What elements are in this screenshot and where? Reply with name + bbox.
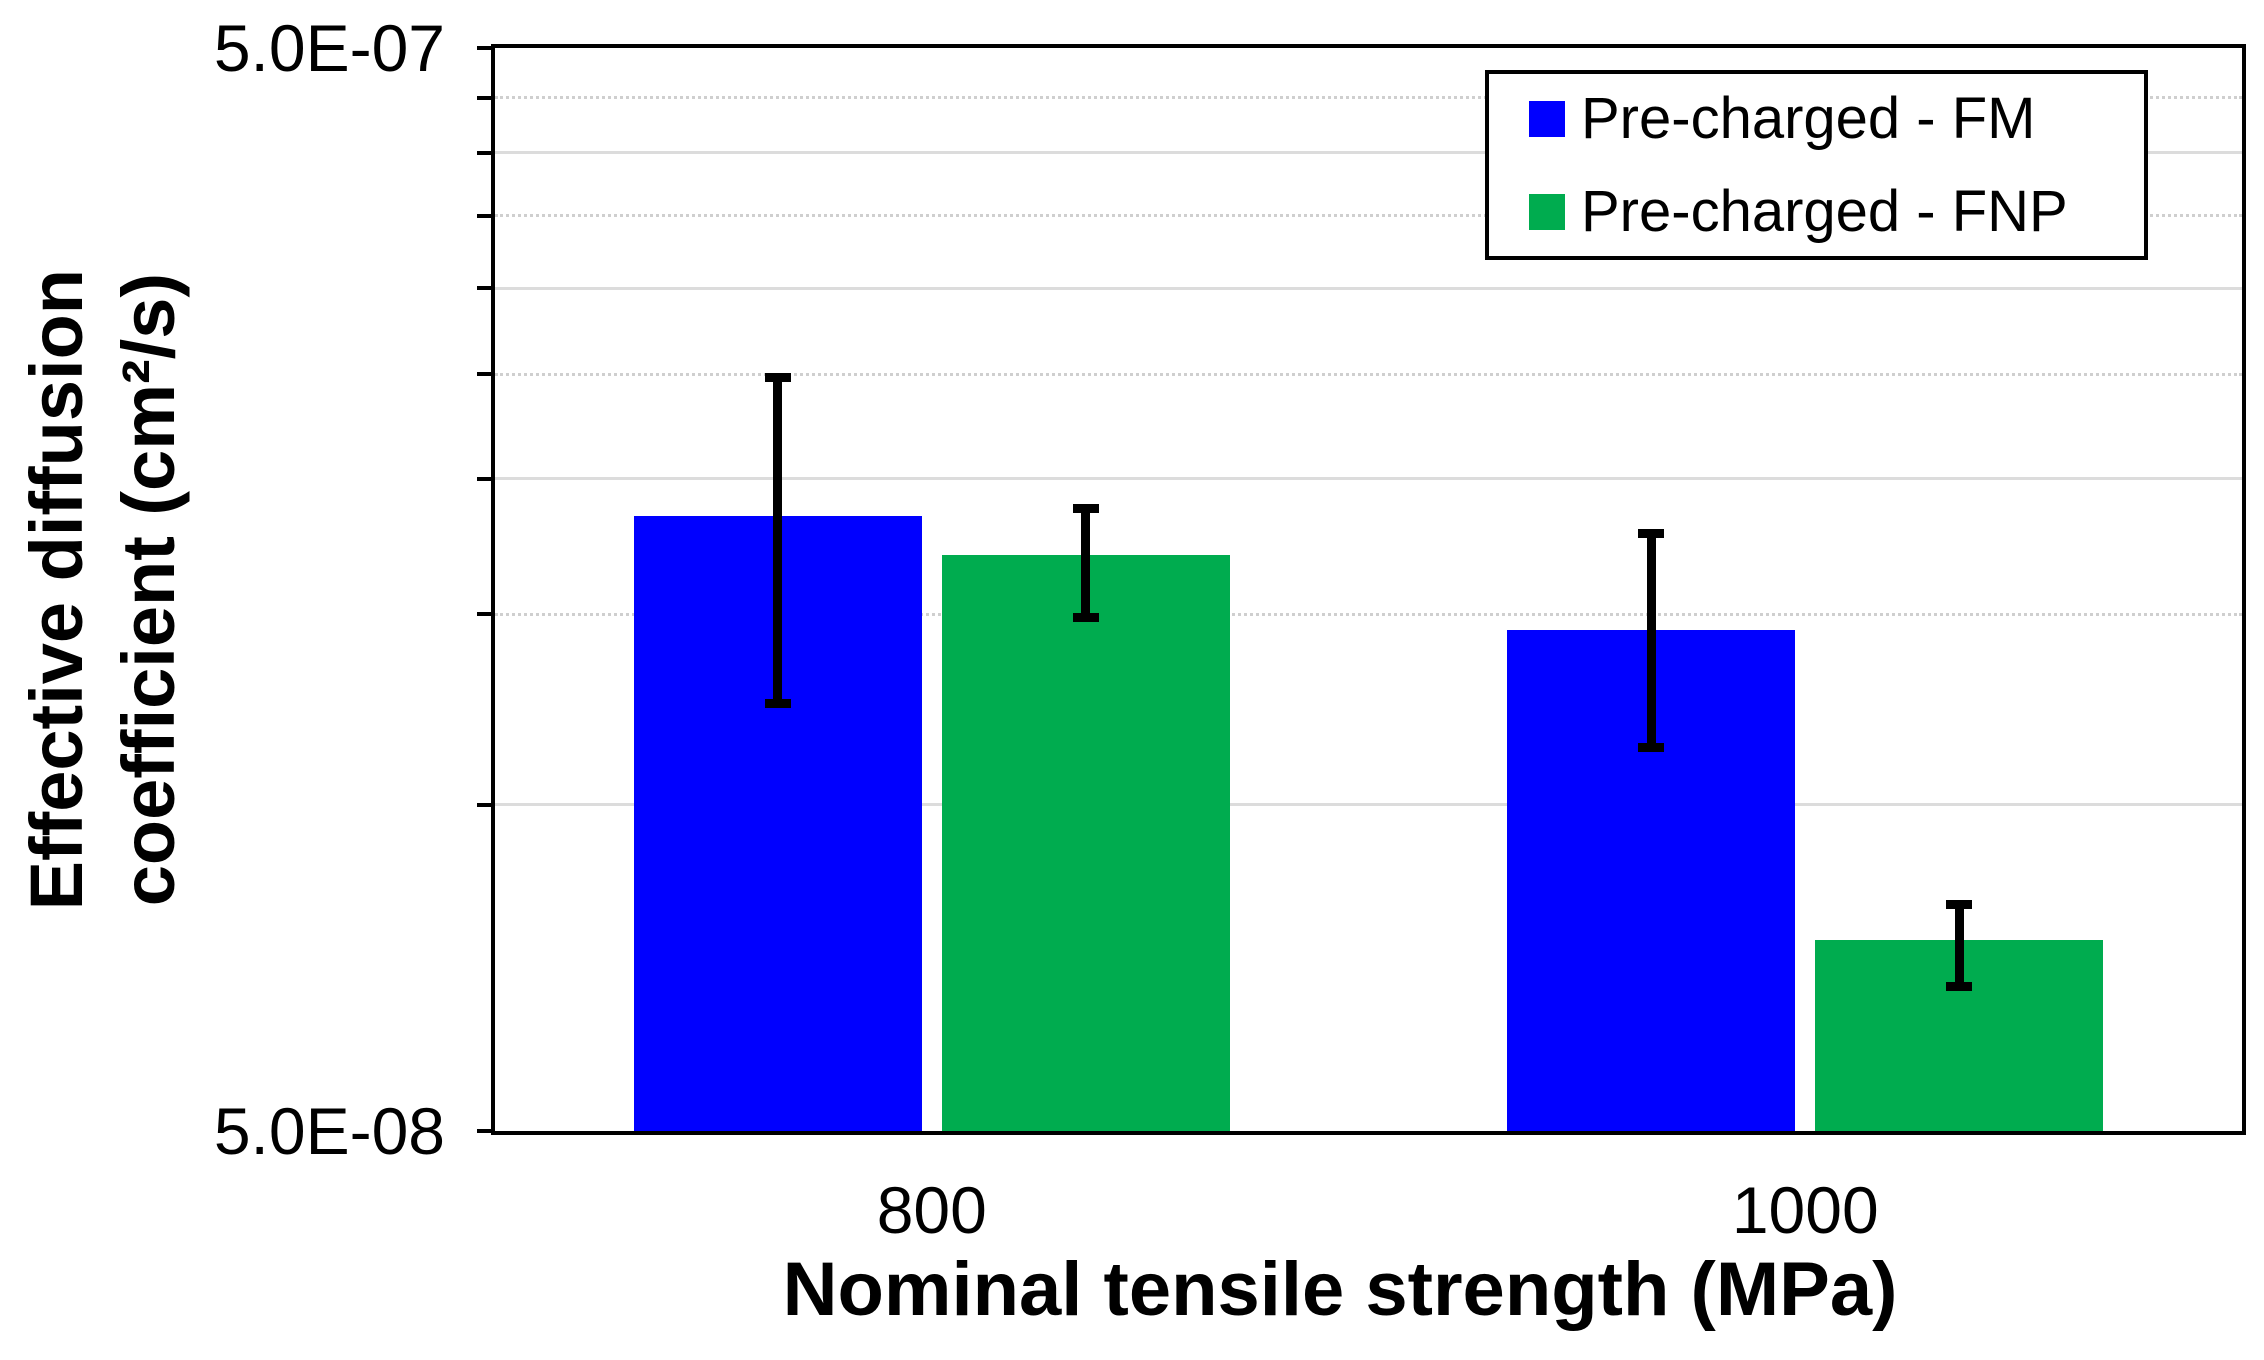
error-bar-line [1954,904,1964,987]
gridline-solid [495,286,2242,290]
y-axis-tick [477,95,493,100]
legend-swatch-fnp [1529,193,1565,230]
y-axis-tick [477,150,493,155]
x-category-label-800: 800 [876,1173,987,1247]
y-tick-label-max: 5.0E-07 [213,11,445,85]
legend-label-fm: Pre-charged - FM [1581,86,2036,151]
error-bar-cap [1946,981,1973,991]
error-bar-line [773,377,783,704]
gridline-solid [495,151,2242,155]
y-axis-tick [477,476,493,481]
gridline-dotted [495,214,2242,218]
y-axis-tick [477,372,493,376]
legend-swatch-fm [1529,100,1565,137]
y-axis-tick [477,802,493,807]
legend: Pre-charged - FM Pre-charged - FNP [1485,70,2148,260]
legend-item-fm: Pre-charged - FM [1529,85,2144,152]
legend-label-fnp: Pre-charged - FNP [1581,179,2068,244]
error-bar-line [1081,508,1091,618]
error-bar-cap [1946,899,1973,909]
x-axis-title: Nominal tensile strength (MPa) [782,1247,1898,1332]
gridline-dotted [495,96,2242,100]
bar-800-fnp [941,555,1230,1131]
y-axis-tick [477,46,493,50]
legend-item-fnp: Pre-charged - FNP [1529,178,2144,245]
error-bar-cap [1638,529,1665,539]
y-axis-title: Effective diffusion coefficient (cm²/s) [8,48,198,1131]
y-axis-tick [477,286,493,291]
y-tick-label-min: 5.0E-08 [213,1094,445,1168]
error-bar-cap [764,699,791,709]
y-axis-title-line-1: Effective diffusion [15,268,98,911]
error-bar-line [1646,533,1656,748]
error-bar-cap [764,373,791,383]
gridline-dotted [495,612,2242,616]
y-axis-title-line-2: coefficient (cm²/s) [107,272,190,907]
y-axis-tick [477,1129,493,1133]
y-axis-tick [477,612,493,617]
error-bar-cap [1072,612,1099,622]
gridline-solid [495,803,2242,807]
gridline-dotted [495,372,2242,376]
error-bar-cap [1638,743,1665,752]
error-bar-cap [1072,503,1099,513]
y-axis-tick [477,213,493,218]
x-category-label-1000: 1000 [1731,1173,1879,1247]
gridline-solid [495,477,2242,481]
